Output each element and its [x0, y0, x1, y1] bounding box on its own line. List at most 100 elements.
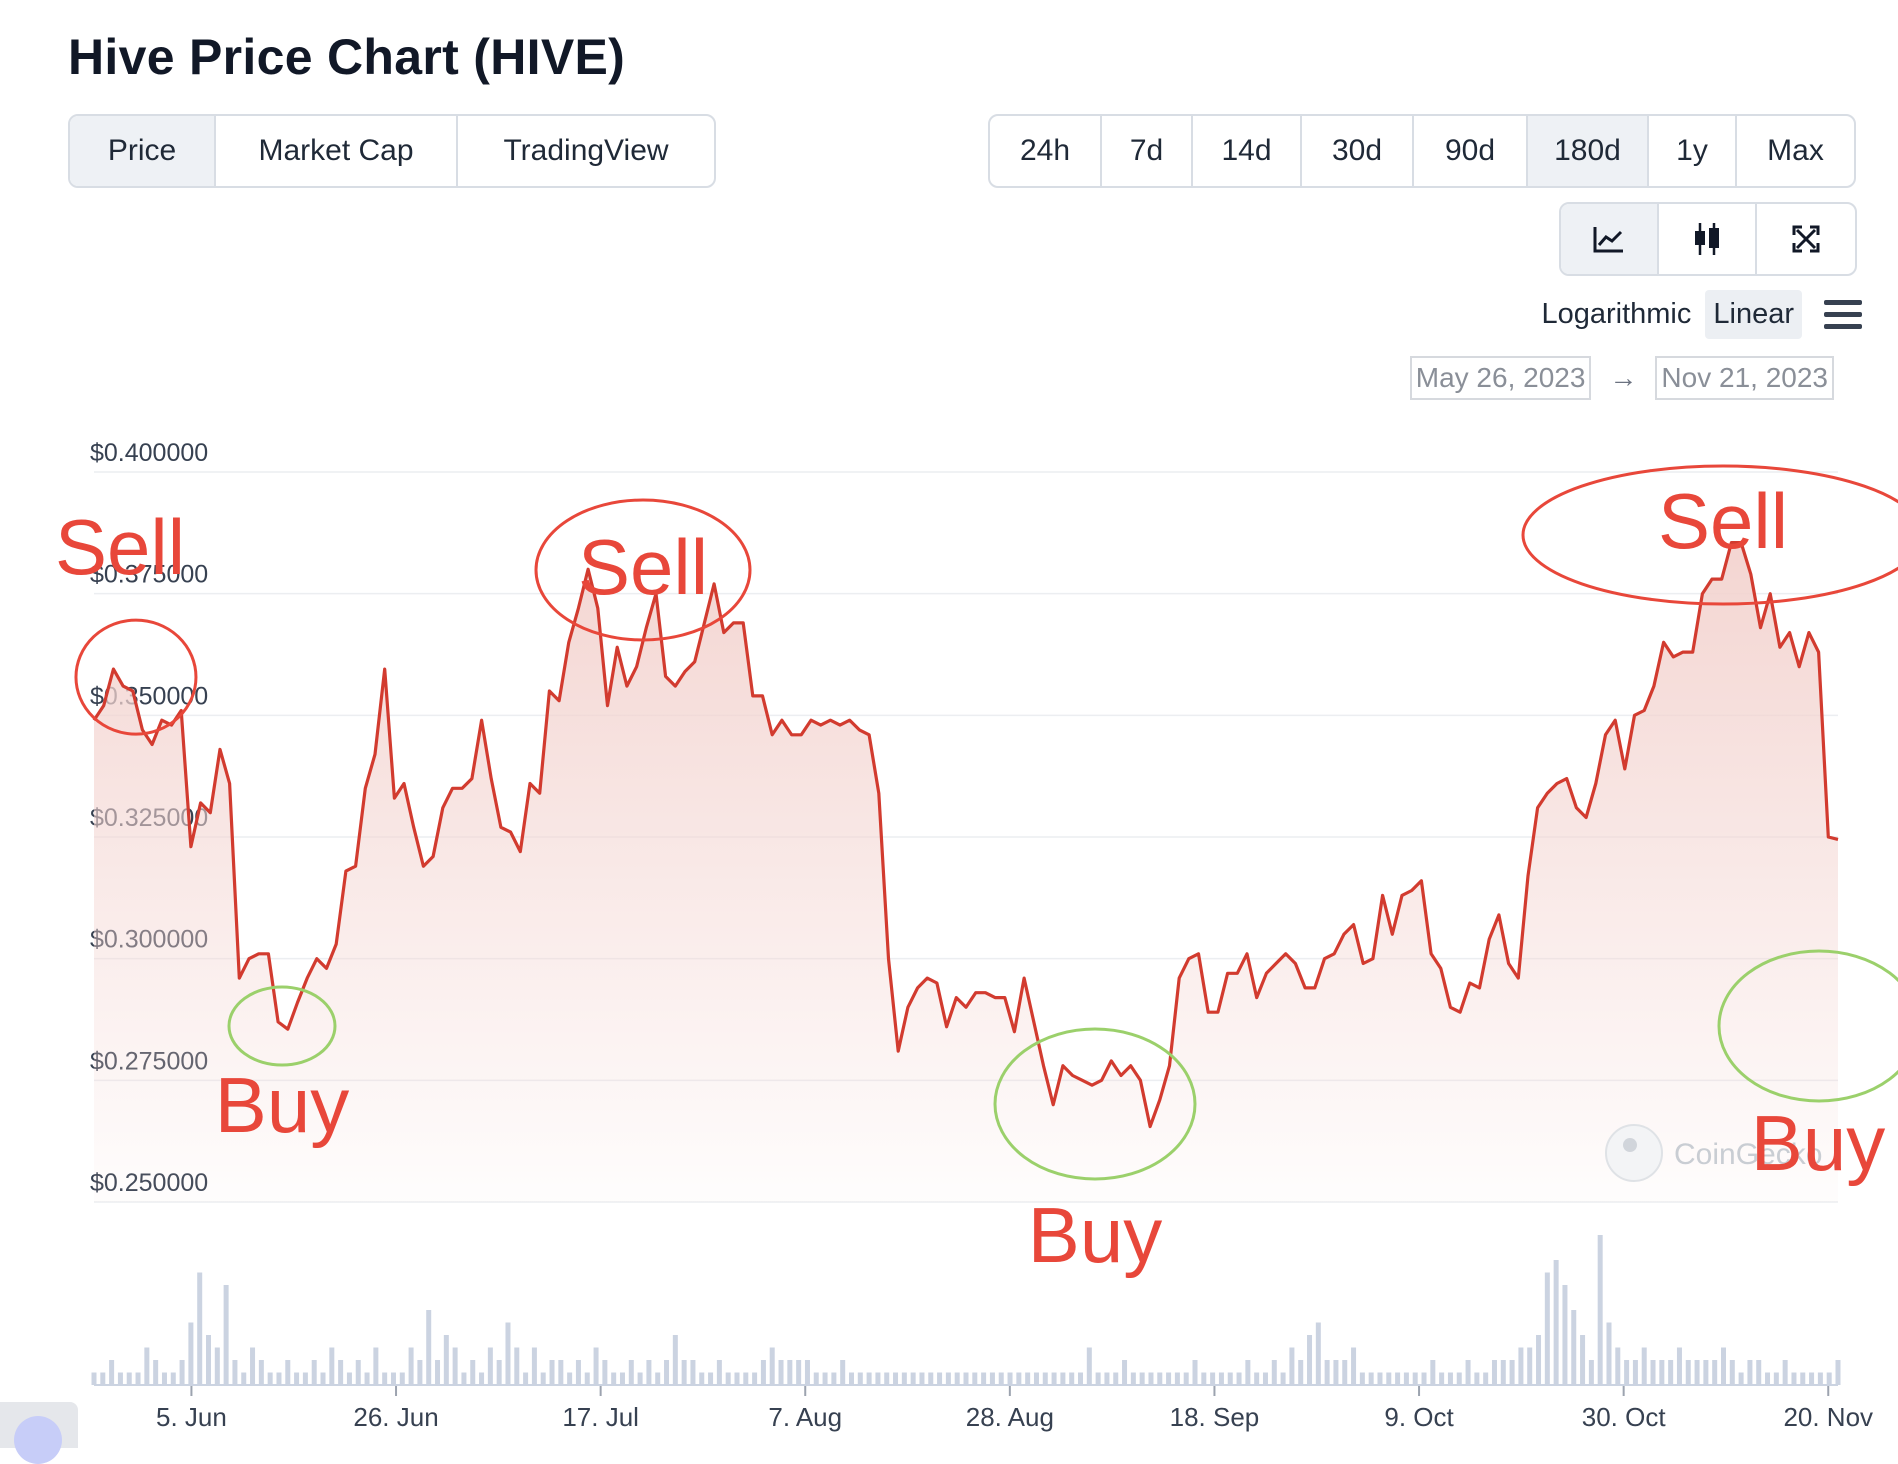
volume-bar: [743, 1372, 749, 1385]
sell-annotation-label: Sell: [1658, 477, 1788, 565]
volume-bar: [734, 1372, 740, 1385]
volume-bar: [1474, 1372, 1480, 1385]
volume-bar: [1624, 1360, 1630, 1385]
volume-bar: [223, 1285, 229, 1385]
tab-price[interactable]: Price: [70, 116, 216, 186]
volume-bar: [1280, 1372, 1286, 1385]
volume-bar: [804, 1360, 810, 1385]
scale-toggle: Logarithmic Linear: [1533, 290, 1862, 339]
range-24h[interactable]: 24h: [990, 116, 1102, 186]
volume-bar: [1676, 1347, 1682, 1385]
volume-bar: [1738, 1372, 1744, 1385]
sell-marker-ellipse: [74, 618, 198, 736]
volume-bar: [1562, 1285, 1568, 1385]
menu-icon[interactable]: [1824, 299, 1862, 330]
candlestick-icon[interactable]: [1659, 204, 1757, 274]
range-180d[interactable]: 180d: [1528, 116, 1649, 186]
volume-bar: [1183, 1372, 1189, 1385]
range-7d[interactable]: 7d: [1102, 116, 1193, 186]
volume-bar: [452, 1347, 458, 1385]
volume-bar: [1033, 1372, 1039, 1385]
volume-bar: [1386, 1372, 1392, 1385]
volume-bar: [329, 1347, 335, 1385]
avatar: [14, 1416, 62, 1464]
volume-bar: [1421, 1372, 1427, 1385]
logarithmic-option[interactable]: Logarithmic: [1541, 298, 1692, 330]
volume-bar: [126, 1372, 132, 1385]
volume-bar: [1456, 1372, 1462, 1385]
volume-bar: [1720, 1347, 1726, 1385]
corner-badge: [0, 1402, 78, 1464]
volume-bar: [540, 1372, 546, 1385]
line-chart-icon[interactable]: [1561, 204, 1659, 274]
view-mode-tabs: [1559, 202, 1857, 276]
volume-bar: [1703, 1360, 1709, 1385]
volume-bar: [945, 1372, 951, 1385]
volume-bar: [690, 1360, 696, 1385]
volume-bar: [1016, 1372, 1022, 1385]
volume-bar: [1447, 1372, 1453, 1385]
volume-bar: [1536, 1335, 1542, 1385]
range-90d[interactable]: 90d: [1414, 116, 1528, 186]
volume-bar: [1756, 1360, 1762, 1385]
volume-bar: [1430, 1360, 1436, 1385]
volume-bar: [514, 1347, 520, 1385]
price-line: [92, 541, 1839, 1129]
volume-bar: [276, 1372, 282, 1385]
volume-bar: [1615, 1347, 1621, 1385]
linear-option[interactable]: Linear: [1705, 290, 1802, 339]
tab-market-cap[interactable]: Market Cap: [216, 116, 458, 186]
volume-bar: [1668, 1360, 1674, 1385]
volume-bar: [998, 1372, 1004, 1385]
volume-bar: [285, 1360, 291, 1385]
range-14d[interactable]: 14d: [1193, 116, 1302, 186]
volume-bar: [364, 1372, 370, 1385]
volume-bar: [593, 1347, 599, 1385]
sell-marker-ellipse: [534, 498, 752, 642]
price-area: [94, 542, 1838, 1202]
volume-bar: [1553, 1260, 1559, 1385]
tab-tradingview[interactable]: TradingView: [503, 134, 669, 167]
volume-bar: [470, 1360, 476, 1385]
range-1y[interactable]: 1y: [1649, 116, 1737, 186]
chart-type-tabs: Price Market Cap TradingView: [68, 114, 716, 188]
volume-bar: [382, 1372, 388, 1385]
volume-bar: [1078, 1372, 1084, 1385]
volume-bar: [426, 1310, 432, 1385]
coingecko-logo-icon: [1605, 1124, 1663, 1182]
volume-bar: [161, 1372, 167, 1385]
volume-bar: [1351, 1347, 1357, 1385]
volume-bar: [1412, 1372, 1418, 1385]
volume-bar: [575, 1360, 581, 1385]
volume-bar: [928, 1372, 934, 1385]
volume-bar: [831, 1372, 837, 1385]
volume-bar: [787, 1360, 793, 1385]
time-range-tabs: 24h 7d 14d 30d 90d 180d 1y Max: [988, 114, 1856, 188]
volume-bar: [1527, 1347, 1533, 1385]
volume-bar: [937, 1372, 943, 1385]
volume-bar: [1597, 1235, 1603, 1385]
volume-bar: [584, 1372, 590, 1385]
volume-bar: [1439, 1372, 1445, 1385]
volume-bar: [338, 1360, 344, 1385]
volume-bar: [1483, 1372, 1489, 1385]
range-max[interactable]: Max: [1767, 134, 1824, 167]
date-from-input[interactable]: May 26, 2023: [1409, 356, 1592, 400]
x-tick-label: 18. Sep: [1170, 1402, 1260, 1432]
volume-bar: [258, 1360, 264, 1385]
volume-bar: [602, 1360, 608, 1385]
date-to-input[interactable]: Nov 21, 2023: [1655, 356, 1834, 400]
volume-bar: [1835, 1360, 1841, 1385]
volume-bar: [1130, 1372, 1136, 1385]
volume-bar: [1201, 1372, 1207, 1385]
range-30d[interactable]: 30d: [1302, 116, 1414, 186]
volume-bar: [1509, 1360, 1515, 1385]
volume-bar: [355, 1360, 361, 1385]
fullscreen-icon[interactable]: [1757, 204, 1855, 274]
volume-bar: [496, 1360, 502, 1385]
volume-bar: [1465, 1360, 1471, 1385]
volume-bar: [1588, 1360, 1594, 1385]
volume-bar: [1359, 1372, 1365, 1385]
volume-bar: [1333, 1360, 1339, 1385]
volume-bar: [813, 1372, 819, 1385]
